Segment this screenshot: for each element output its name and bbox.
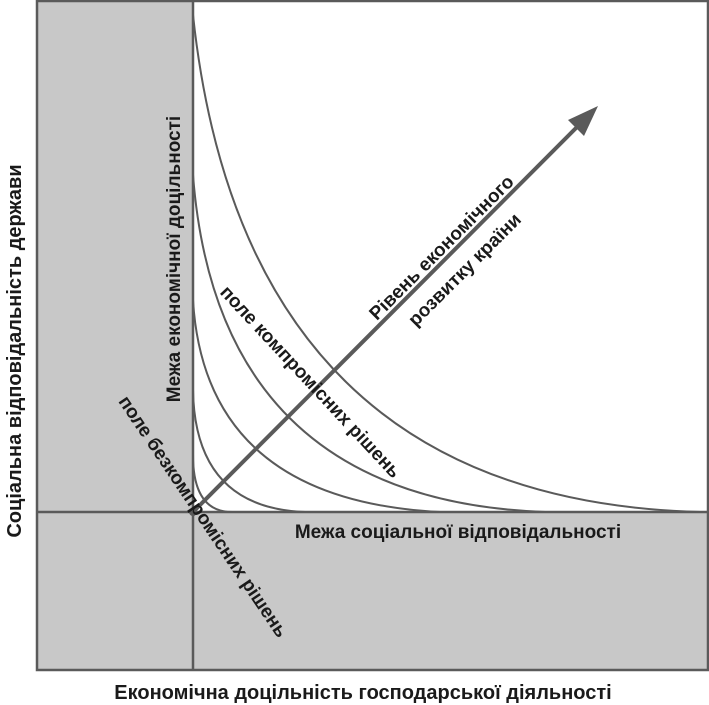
compromise-curve-2 — [192, 389, 306, 513]
x-axis-label: Економічна доцільність господарської дія… — [114, 682, 611, 704]
shaded-bottom-region — [37, 512, 708, 670]
development-arrow-head — [568, 106, 598, 136]
compromise-curve-3 — [192, 299, 441, 513]
compromise-curve-4 — [192, 174, 546, 513]
social-boundary-label: Межа соціальної відповідальності — [295, 522, 621, 543]
compromise-curve-1 — [192, 454, 233, 513]
y-axis-label: Соціальна відповідальність держави — [4, 164, 26, 537]
development-arrow-shaft — [191, 120, 584, 514]
economic-boundary-label: Межа економічної доцільності — [164, 116, 185, 402]
compromise-curve-5 — [192, 14, 701, 513]
plot-frame — [35, 0, 709, 672]
origin-point — [189, 508, 197, 516]
